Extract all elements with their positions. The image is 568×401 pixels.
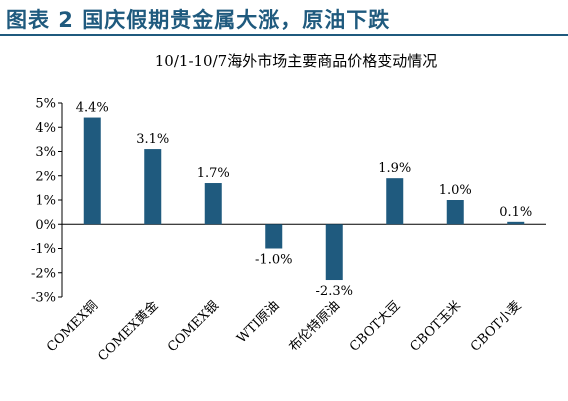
y-tick-label: -3% bbox=[31, 291, 56, 306]
bar bbox=[386, 178, 404, 225]
y-tick-label: 0% bbox=[35, 218, 56, 233]
data-label: 1.0% bbox=[439, 183, 472, 198]
y-tick-label: 3% bbox=[35, 145, 56, 160]
chart-data-labels: 4.4% 3.1% 1.7% -1.0% -2.3% 1.9% 1.0% 0.1% bbox=[76, 101, 533, 299]
y-tick-label: 2% bbox=[35, 169, 56, 184]
chart-bars bbox=[83, 117, 525, 281]
category-label: COMEX铜 bbox=[44, 298, 101, 355]
bar bbox=[446, 200, 464, 225]
category-label: COMEX黄金 bbox=[95, 298, 162, 365]
category-label: CBOT小麦 bbox=[468, 298, 525, 355]
chart-axes: 5% 4% 3% 2% 1% 0% -1% -2% -3% bbox=[31, 97, 546, 306]
y-tick-label: -1% bbox=[31, 242, 56, 257]
bar bbox=[325, 224, 343, 281]
y-tick-label: 5% bbox=[35, 97, 56, 112]
bar bbox=[83, 117, 101, 225]
data-label: -2.3% bbox=[316, 284, 353, 299]
y-tick-label: 1% bbox=[35, 194, 56, 209]
data-label: -1.0% bbox=[255, 253, 292, 268]
y-tick-label: -2% bbox=[31, 266, 56, 281]
chart-title: 10/1-10/7海外市场主要商品价格变动情况 bbox=[155, 52, 437, 70]
bar bbox=[144, 149, 162, 225]
bar bbox=[507, 221, 525, 225]
data-label: 1.9% bbox=[378, 161, 411, 176]
figure-header: 图表 2 国庆假期贵金属大涨，原油下跌 bbox=[0, 0, 568, 40]
y-tick-label: 4% bbox=[35, 121, 56, 136]
bar bbox=[204, 183, 222, 225]
category-label: CBOT大豆 bbox=[347, 298, 404, 355]
category-label: CBOT玉米 bbox=[407, 298, 464, 355]
category-label: WTI原油 bbox=[234, 298, 282, 346]
data-label: 3.1% bbox=[136, 132, 169, 147]
category-label: COMEX银 bbox=[165, 298, 222, 355]
bar bbox=[265, 224, 283, 249]
figure-title: 图表 2 国庆假期贵金属大涨，原油下跌 bbox=[6, 8, 391, 32]
category-label: 布伦特原油 bbox=[286, 298, 343, 355]
data-label: 1.7% bbox=[197, 166, 230, 181]
data-label: 0.1% bbox=[499, 205, 532, 220]
data-label: 4.4% bbox=[76, 101, 109, 116]
header-divider bbox=[0, 34, 568, 36]
